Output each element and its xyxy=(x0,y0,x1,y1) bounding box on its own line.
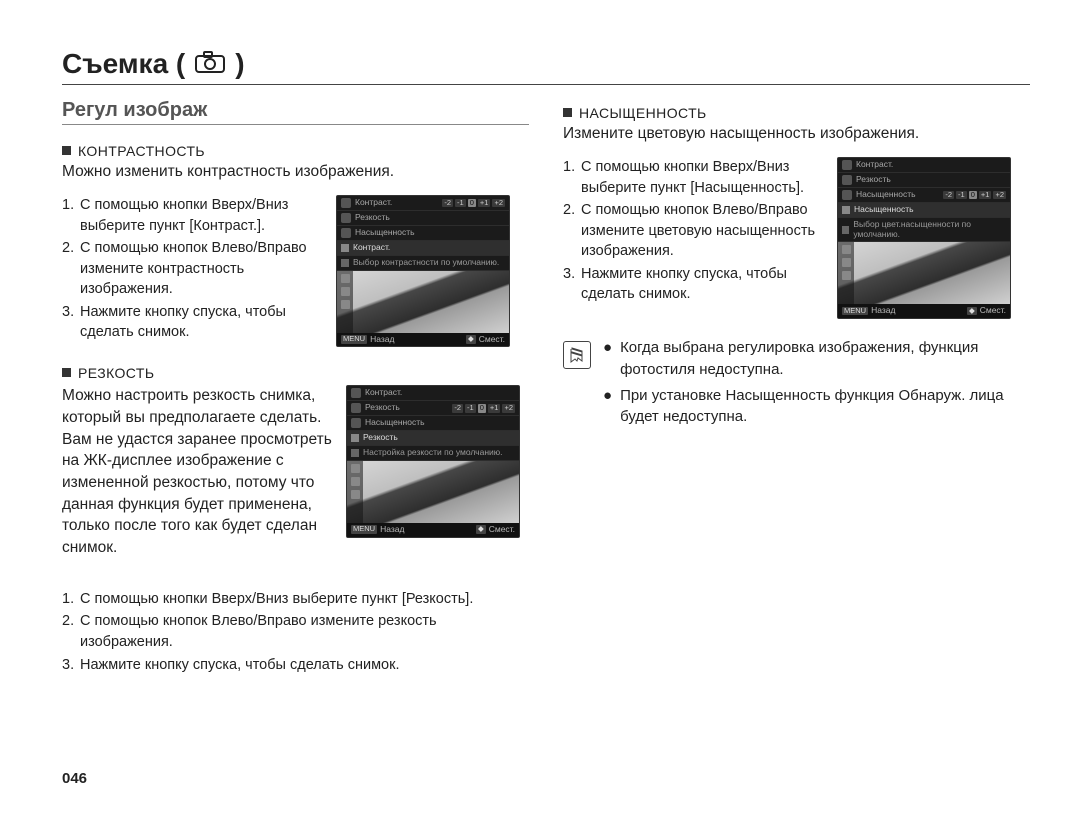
saturation-intro: Измените цветовую насыщенность изображен… xyxy=(563,125,1030,143)
list-item: 1.С помощью кнопки Вверх/Вниз выберите п… xyxy=(62,589,529,610)
contrast-lcd: Контраст.-2-10+1+2 Резкость Насыщенность… xyxy=(336,195,510,347)
list-item: 3.Нажмите кнопку спуска, чтобы сделать с… xyxy=(62,302,322,343)
chapter-title-text: Съемка ( xyxy=(62,48,185,80)
list-item: 3.Нажмите кнопку спуска, чтобы сделать с… xyxy=(62,655,529,676)
contrast-row: 1.С помощью кнопки Вверх/Вниз выберите п… xyxy=(62,195,529,347)
content-columns: Регул изображ КОНТРАСТНОСТЬ Можно измени… xyxy=(62,99,1030,677)
sharpness-lcd: Контраст. Резкость-2-10+1+2 Насыщенность… xyxy=(346,385,520,537)
bullet-square-icon xyxy=(563,108,572,117)
contrast-steps: 1.С помощью кнопки Вверх/Вниз выберите п… xyxy=(62,195,322,345)
sharpness-body: Можно настроить резкость снимка, который… xyxy=(62,385,332,559)
chapter-title-suffix: ) xyxy=(235,48,244,80)
list-item: 2.С помощью кнопок Влево/Вправо измените… xyxy=(62,238,322,300)
list-item: ●При установке Насыщенность функция Обна… xyxy=(603,385,1030,429)
list-item: 1.С помощью кнопки Вверх/Вниз выберите п… xyxy=(62,195,322,236)
note-icon xyxy=(563,341,591,369)
bullet-square-icon xyxy=(62,368,71,377)
saturation-row: 1.С помощью кнопки Вверх/Вниз выберите п… xyxy=(563,157,1030,319)
list-item: ●Когда выбрана регулировка изображения, … xyxy=(603,337,1030,381)
list-item: 2.С помощью кнопок Влево/Вправо измените… xyxy=(563,200,823,262)
sharpness-steps: 1.С помощью кнопки Вверх/Вниз выберите п… xyxy=(62,589,529,675)
note-box: ●Когда выбрана регулировка изображения, … xyxy=(563,337,1030,432)
bullet-square-icon xyxy=(62,146,71,155)
sharpness-heading: РЕЗКОСТЬ xyxy=(62,365,529,381)
manual-page: Съемка ( ) Регул изображ КОНТРАСТНОСТЬ М… xyxy=(0,0,1080,815)
left-column: Регул изображ КОНТРАСТНОСТЬ Можно измени… xyxy=(62,99,529,677)
chapter-title: Съемка ( ) xyxy=(62,48,1030,85)
list-item: 1.С помощью кнопки Вверх/Вниз выберите п… xyxy=(563,157,823,198)
note-list: ●Когда выбрана регулировка изображения, … xyxy=(603,337,1030,432)
list-item: 3.Нажмите кнопку спуска, чтобы сделать с… xyxy=(563,264,823,305)
contrast-intro: Можно изменить контрастность изображения… xyxy=(62,163,529,181)
contrast-heading: КОНТРАСТНОСТЬ xyxy=(62,143,529,159)
saturation-lcd: Контраст. Резкость Насыщенность-2-10+1+2… xyxy=(837,157,1011,319)
camera-icon xyxy=(195,48,225,80)
right-column: НАСЫЩЕННОСТЬ Измените цветовую насыщенно… xyxy=(563,99,1030,677)
list-item: 2.С помощью кнопок Влево/Вправо измените… xyxy=(62,611,529,652)
page-number: 046 xyxy=(62,770,87,787)
sharpness-row: Можно настроить резкость снимка, который… xyxy=(62,385,529,571)
saturation-steps: 1.С помощью кнопки Вверх/Вниз выберите п… xyxy=(563,157,823,307)
saturation-heading: НАСЫЩЕННОСТЬ xyxy=(563,105,1030,121)
section-title: Регул изображ xyxy=(62,99,529,125)
